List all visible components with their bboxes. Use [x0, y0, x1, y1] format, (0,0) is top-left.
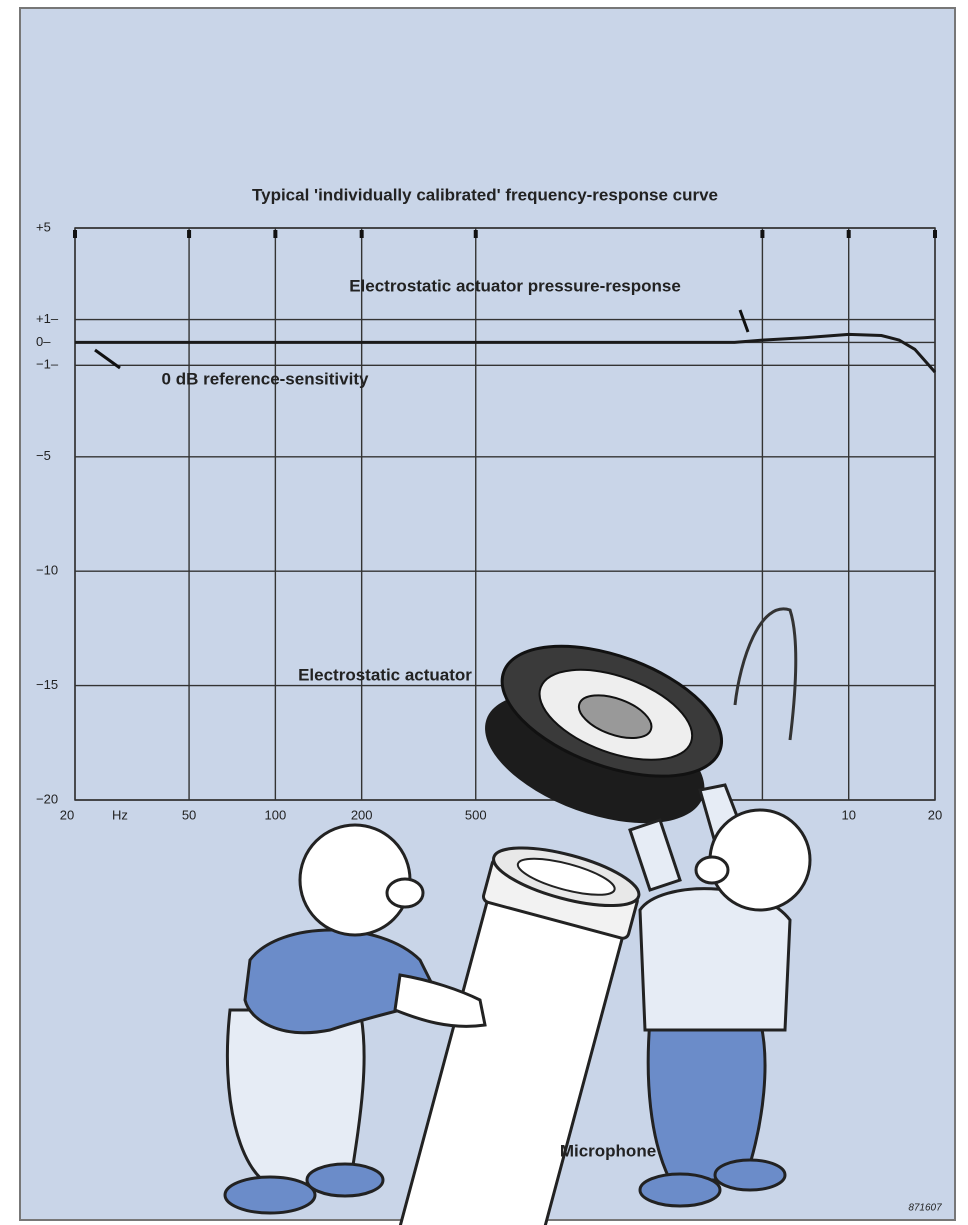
tick-mark	[933, 230, 937, 238]
illustration	[94, 309, 812, 1225]
y-tick-label: −15	[36, 677, 58, 692]
x-tick-label: 200	[351, 807, 373, 822]
head	[708, 808, 812, 912]
y-tick-label: −10	[36, 563, 58, 578]
response-curve	[75, 332, 937, 374]
shoe	[223, 1175, 317, 1215]
tick-mark	[273, 230, 278, 238]
annotation: 0 dB reference-sensitivity	[162, 369, 369, 388]
tick-mark	[187, 230, 192, 238]
tick-mark	[846, 230, 851, 238]
nose	[385, 877, 425, 909]
x-tick-label: 500	[465, 807, 487, 822]
tick-mark	[359, 230, 364, 238]
shoe	[713, 1158, 787, 1192]
y-tick-label: −5	[36, 448, 51, 463]
trousers	[225, 1008, 366, 1187]
trousers	[646, 1018, 767, 1182]
arrow	[94, 348, 121, 370]
shoe	[638, 1172, 722, 1208]
right-character	[628, 783, 812, 1208]
chart-title: Typical 'individually calibrated' freque…	[252, 185, 718, 204]
arrow	[738, 309, 750, 333]
nose	[694, 855, 730, 885]
tick-mark	[473, 230, 478, 238]
shoe	[305, 1162, 385, 1198]
annotation: Electrostatic actuator	[298, 665, 472, 684]
tick-mark	[73, 230, 77, 238]
left-character	[223, 823, 487, 1215]
annotation: Electrostatic actuator pressure-response	[349, 276, 681, 295]
microphone-diaphragm	[516, 857, 616, 896]
y-tick-label: −1–	[36, 357, 59, 372]
x-tick-label: 20	[928, 807, 942, 822]
y-tick-label: +5	[36, 219, 51, 234]
y-tick-label: +1–	[36, 311, 59, 326]
x-tick-label: 10	[841, 807, 855, 822]
arm	[628, 818, 682, 892]
actuator-grille	[577, 694, 653, 740]
arm	[393, 973, 487, 1028]
actuator-cable	[733, 607, 798, 741]
x-tick-label: 20	[60, 807, 74, 822]
tick-mark	[760, 230, 765, 238]
annotation: Microphone	[560, 1141, 656, 1160]
annotation: 871607	[908, 1203, 942, 1214]
head	[298, 823, 412, 937]
y-tick-label: 0–	[36, 334, 51, 349]
x-unit: Hz	[112, 807, 128, 822]
y-tick-label: −20	[36, 791, 58, 806]
microphone	[395, 846, 641, 1225]
x-tick-label: 50	[182, 807, 196, 822]
actuator	[485, 644, 724, 824]
x-tick-label: 100	[265, 807, 287, 822]
